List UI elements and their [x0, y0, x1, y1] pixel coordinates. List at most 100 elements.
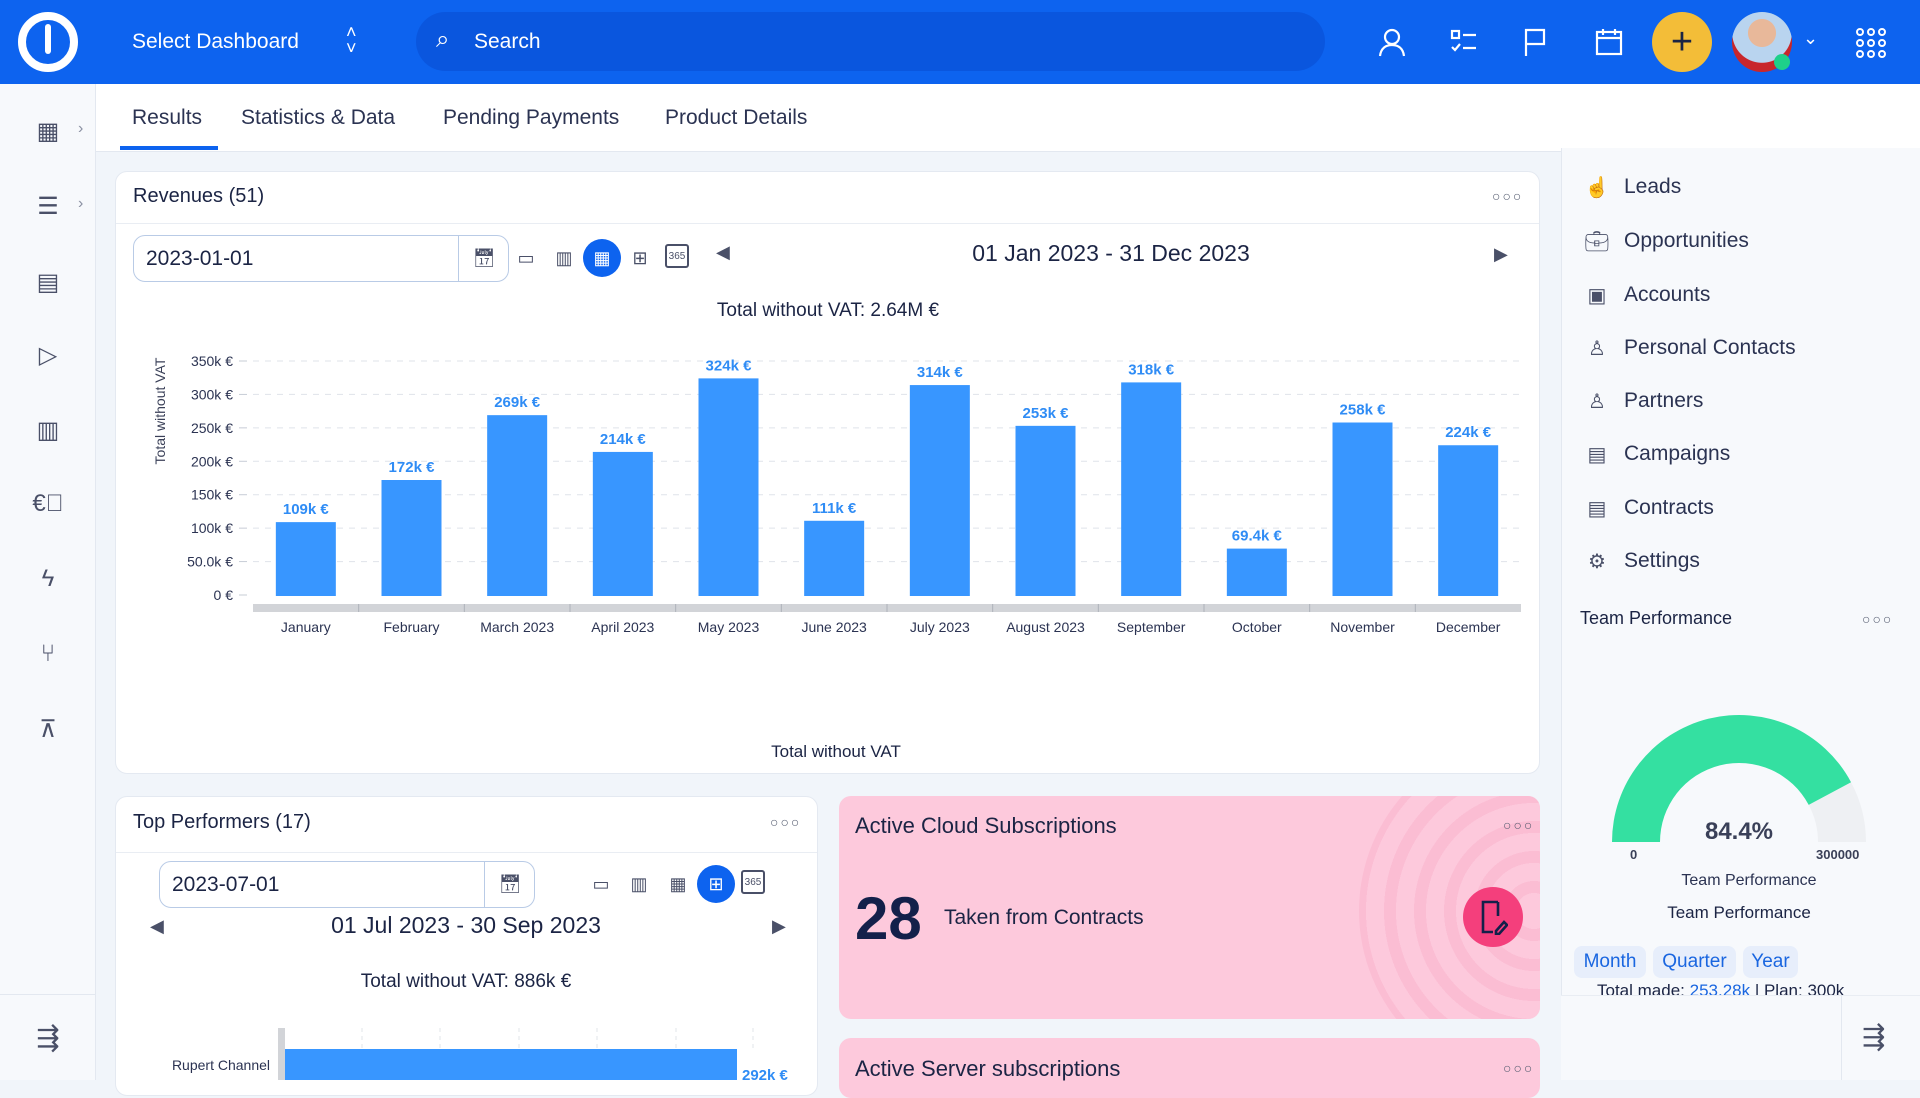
- data-label: 258k €: [1340, 402, 1387, 419]
- flag-icon[interactable]: [1513, 20, 1557, 64]
- calendar-icon[interactable]: 📅︎: [472, 247, 496, 268]
- tab-pending-payments[interactable]: Pending Payments: [443, 106, 620, 129]
- year-view-icon[interactable]: 365: [665, 244, 689, 268]
- gauge-max: 300000: [1816, 847, 1860, 862]
- chevron-updown-icon[interactable]: ˄ ˅: [346, 22, 357, 58]
- quarter-view-icon[interactable]: ⊞: [632, 247, 648, 268]
- top-performers-title: Top Performers (17): [133, 811, 311, 833]
- tab-results[interactable]: Results: [132, 106, 203, 129]
- right-menu-item-settings[interactable]: ⚙ Settings: [1582, 546, 1700, 576]
- online-status-dot: [1774, 54, 1790, 70]
- right-menu-item-accounts[interactable]: ▣ Accounts: [1582, 280, 1711, 310]
- select-dashboard[interactable]: Select Dashboard: [132, 30, 299, 53]
- list-icon[interactable]: ☰: [37, 192, 59, 220]
- x-tick-label: June 2023: [801, 619, 867, 635]
- period-year-button[interactable]: Year: [1743, 946, 1798, 978]
- top-performers-date-input[interactable]: 2023-07-01 📅︎: [159, 861, 535, 908]
- bar-december: [1438, 445, 1499, 596]
- y-tick-label: 150k €: [191, 487, 233, 503]
- add-button[interactable]: +: [1652, 12, 1712, 72]
- quarter-view-icon[interactable]: ⊞: [697, 865, 735, 903]
- previous-period-arrow[interactable]: ◀: [150, 916, 164, 936]
- y-tick-label: 200k €: [191, 453, 233, 469]
- fork-icon[interactable]: ⑂: [40, 640, 56, 667]
- expand-chevron-icon[interactable]: ›: [78, 195, 84, 212]
- x-axis-title: Total without VAT: [771, 742, 901, 761]
- report-icon[interactable]: ▥: [36, 416, 60, 444]
- tasks-icon[interactable]: [1442, 20, 1486, 64]
- right-menu-item-personal-contacts[interactable]: ♙ Personal Contacts: [1582, 333, 1796, 363]
- revenues-date-input[interactable]: 2023-01-01 📅︎: [133, 235, 509, 282]
- data-label: 172k €: [389, 459, 436, 476]
- month-view-icon[interactable]: ▦: [583, 239, 621, 277]
- y-tick-label: 250k €: [191, 420, 233, 436]
- right-menu-item-partners[interactable]: ♙ Partners: [1582, 386, 1703, 416]
- cloud-caption: Taken from Contracts: [944, 906, 1144, 929]
- menu-label: Campaigns: [1624, 442, 1731, 465]
- menu-label: Contracts: [1624, 496, 1714, 519]
- more-options-icon[interactable]: ○○○: [1503, 1060, 1535, 1076]
- gauge-percent: 84.4%: [1704, 818, 1774, 845]
- tab-product-details[interactable]: Product Details: [665, 106, 808, 129]
- more-options-icon[interactable]: ○○○: [1503, 817, 1535, 833]
- play-flag-icon[interactable]: ▷: [38, 341, 58, 369]
- period-quarter-button[interactable]: Quarter: [1653, 946, 1736, 978]
- top-performers-card: [115, 796, 818, 1096]
- divider: [0, 994, 96, 995]
- dashboard-icon[interactable]: ▦: [36, 117, 60, 145]
- year-view-icon[interactable]: 365: [741, 870, 765, 894]
- divider: [116, 852, 817, 853]
- week-view-icon[interactable]: ▥: [555, 247, 573, 268]
- gauge-label: Team Performance: [1681, 872, 1817, 889]
- right-menu-item-contracts[interactable]: ▤ Contracts: [1582, 493, 1714, 523]
- active-tab-indicator: [120, 146, 218, 150]
- bar-may-2023: [698, 378, 759, 596]
- search-input[interactable]: ⌕ Search: [416, 12, 1325, 71]
- data-label: 224k €: [1445, 424, 1492, 441]
- x-tick-label: February: [383, 619, 439, 635]
- right-panel: [1561, 148, 1920, 1080]
- next-period-arrow[interactable]: ▶: [772, 916, 786, 936]
- apps-grid-icon[interactable]: [1856, 28, 1886, 58]
- active-cloud-subscriptions-card[interactable]: [839, 796, 1540, 1019]
- partner-icon: ♙: [1588, 390, 1606, 413]
- week-view-icon[interactable]: ▥: [630, 873, 648, 894]
- app-logo[interactable]: [18, 12, 78, 72]
- expand-chevron-icon[interactable]: ›: [78, 120, 84, 137]
- period-month-button[interactable]: Month: [1574, 946, 1646, 978]
- expand-menu-icon[interactable]: ⇶: [36, 1021, 60, 1053]
- x-tick-label: March 2023: [480, 619, 554, 635]
- right-menu-item-campaigns[interactable]: ▤ Campaigns: [1582, 439, 1731, 469]
- chevron-down-icon[interactable]: ⌄: [1803, 28, 1819, 48]
- x-tick-label: July 2023: [910, 619, 970, 635]
- more-options-icon[interactable]: ○○○: [1492, 188, 1524, 204]
- user-icon[interactable]: [1370, 20, 1414, 64]
- collapse-up-icon[interactable]: ⊼: [39, 715, 57, 743]
- collapse-panel-icon[interactable]: ⇶: [1862, 1021, 1886, 1052]
- right-menu-item-leads[interactable]: ☝ Leads: [1582, 172, 1682, 202]
- cloud-count: 28: [855, 885, 922, 952]
- previous-period-arrow[interactable]: ◀: [716, 242, 730, 262]
- right-menu-item-opportunities[interactable]: 💼︎ Opportunities: [1582, 226, 1749, 256]
- calendar-board-icon[interactable]: ▤: [36, 268, 60, 296]
- calendar-icon[interactable]: [1587, 20, 1631, 64]
- menu-label: Settings: [1624, 549, 1700, 572]
- team-performance-title: Team Performance: [1580, 608, 1733, 628]
- more-options-icon[interactable]: ○○○: [770, 814, 802, 830]
- lightning-icon[interactable]: ϟ: [41, 565, 55, 592]
- euro-icon[interactable]: €⃝: [32, 490, 64, 517]
- y-tick-label: 50.0k €: [187, 554, 233, 570]
- total-made-summary: Total made: 253.28k | Plan: 300k: [1597, 983, 1897, 995]
- bar-march-2023: [487, 415, 548, 596]
- day-view-icon[interactable]: ▭: [592, 873, 610, 894]
- top-performers-total: Total without VAT: 886k €: [360, 971, 572, 992]
- month-view-icon[interactable]: ▦: [669, 873, 687, 894]
- menu-label: Opportunities: [1624, 229, 1749, 252]
- next-period-arrow[interactable]: ▶: [1494, 244, 1508, 264]
- day-view-icon[interactable]: ▭: [517, 247, 535, 268]
- tab-statistics-data[interactable]: Statistics & Data: [241, 106, 396, 129]
- calendar-icon[interactable]: 📅︎: [498, 873, 522, 894]
- contract-edit-icon: [1463, 887, 1523, 947]
- bar-july-2023: [909, 385, 970, 596]
- more-options-icon[interactable]: ○○○: [1862, 611, 1894, 627]
